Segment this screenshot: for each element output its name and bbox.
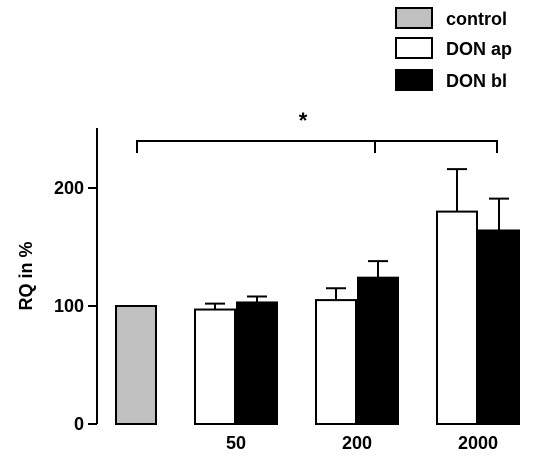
significance-bracket: * [136,108,498,153]
y-axis-label: RQ in % [16,241,36,310]
bar-2000-don-ap [436,210,478,425]
bars [115,168,520,426]
y-tick-label: 100 [54,296,84,316]
x-tick-label: 50 [226,433,246,453]
y-tick-label: 200 [54,178,84,198]
legend-swatch-don-ap [395,37,433,59]
legend-label-control: control [446,9,507,29]
bar-control-control [115,305,157,425]
bar-200-don-bl [357,276,399,425]
legend: control DON ap DON bl [395,7,512,91]
bar-2000-don-bl [478,229,520,425]
legend-swatch-don-bl [395,69,433,91]
y-tick-label: 0 [74,414,84,434]
significance-star: * [299,108,308,133]
bracket-line [136,140,498,153]
bar-50-don-ap [194,308,236,426]
legend-label-don-bl: DON bl [446,71,507,91]
bar-200-don-ap [315,299,357,426]
legend-label-don-ap: DON ap [446,39,512,59]
axes: 50 200 2000 0 100 200 RQ in % [16,128,498,453]
x-tick-label: 200 [342,433,372,453]
x-tick-label: 2000 [458,433,498,453]
bar-50-don-bl [236,301,278,425]
legend-swatch-control [395,7,433,29]
